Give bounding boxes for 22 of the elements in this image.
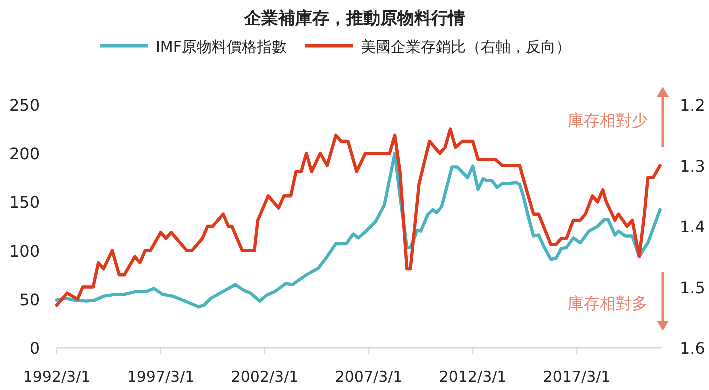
y2-tick-label: 1.6: [680, 339, 706, 358]
y-tick-label: 0: [30, 339, 40, 358]
y2-tick-label: 1.5: [680, 278, 706, 298]
y2-tick-label: 1.2: [680, 96, 706, 115]
y-tick-label: 200: [9, 144, 40, 164]
legend-label: 美國企業存銷比（右軸，反向）: [361, 38, 571, 56]
y-tick-label: 150: [9, 193, 40, 212]
x-tick-label: 2002/3/1: [231, 368, 299, 386]
y-tick-label: 100: [9, 242, 40, 261]
x-tick-label: 1992/3/1: [23, 368, 91, 386]
annotation: 庫存相對少: [568, 111, 648, 130]
chart-title: 企業補庫存，推動原物料行情: [244, 9, 466, 29]
y2-tick-label: 1.4: [680, 218, 706, 236]
x-tick-label: 1997/3/1: [127, 368, 195, 386]
x-tick-label: 2007/3/1: [335, 368, 403, 386]
y-tick-label: 250: [9, 96, 40, 115]
legend-label: IMF原物料價格指數: [156, 38, 287, 56]
annotation: 庫存相對多: [568, 294, 648, 313]
y2-tick-label: 1.3: [680, 156, 706, 176]
y-tick-label: 50: [20, 290, 40, 310]
x-tick-label: 2017/3/1: [543, 368, 611, 386]
x-tick-label: 2012/3/1: [439, 368, 507, 386]
